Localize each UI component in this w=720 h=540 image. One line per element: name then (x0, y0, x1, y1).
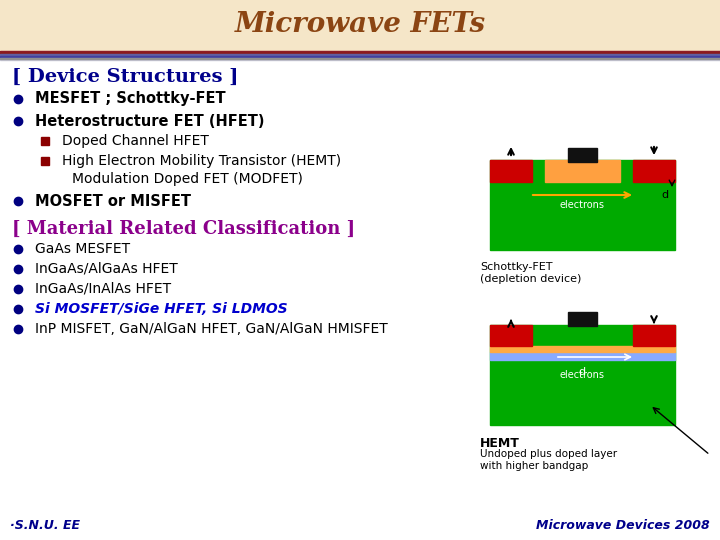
Text: Doped Channel HFET: Doped Channel HFET (62, 134, 209, 148)
Text: Si MOSFET/SiGe HFET, Si LDMOS: Si MOSFET/SiGe HFET, Si LDMOS (35, 302, 287, 316)
Text: d: d (578, 367, 585, 377)
Bar (41, 157, 49, 165)
Bar (633, 160, 675, 182)
Text: MOSFET or MISFET: MOSFET or MISFET (35, 193, 191, 208)
Bar (490, 160, 675, 250)
Text: Schottky-FET
(depletion device): Schottky-FET (depletion device) (480, 262, 581, 284)
Text: GaAs MESFET: GaAs MESFET (35, 242, 130, 256)
Bar (490, 325, 532, 346)
Bar (568, 312, 597, 326)
Text: electrons: electrons (559, 370, 605, 380)
Bar (0, 54, 720, 55)
Bar (0, 51, 720, 52)
Text: Heterostructure FET (HFET): Heterostructure FET (HFET) (35, 113, 264, 129)
Text: Undoped plus doped layer
with higher bandgap: Undoped plus doped layer with higher ban… (480, 449, 617, 470)
Text: InGaAs/AlGaAs HFET: InGaAs/AlGaAs HFET (35, 262, 178, 276)
Text: d: d (661, 190, 668, 200)
Text: electrons: electrons (559, 200, 605, 210)
Bar (633, 325, 675, 346)
Bar (568, 148, 597, 162)
Bar (41, 137, 49, 145)
Bar (490, 352, 675, 360)
Bar (0, 51, 720, 53)
Text: [ Device Structures ]: [ Device Structures ] (12, 68, 238, 86)
Text: InGaAs/InAlAs HFET: InGaAs/InAlAs HFET (35, 282, 171, 296)
Bar (0, 52, 720, 53)
Bar (0, 55, 720, 56)
Text: ·S.N.U. EE: ·S.N.U. EE (10, 519, 80, 532)
Text: Microwave FETs: Microwave FETs (235, 11, 485, 38)
Bar (490, 325, 675, 425)
Text: Modulation Doped FET (MODFET): Modulation Doped FET (MODFET) (72, 172, 303, 186)
Bar (490, 346, 675, 352)
Bar (0, 56, 720, 57)
Text: MESFET ; Schottky-FET: MESFET ; Schottky-FET (35, 91, 225, 106)
Bar (0, 0, 720, 50)
Bar (0, 56, 720, 57)
Text: InP MISFET, GaN/AlGaN HFET, GaN/AlGaN HMISFET: InP MISFET, GaN/AlGaN HFET, GaN/AlGaN HM… (35, 322, 388, 336)
Text: High Electron Mobility Transistor (HEMT): High Electron Mobility Transistor (HEMT) (62, 154, 341, 168)
Bar (0, 52, 720, 60)
Bar (0, 58, 720, 59)
Text: [ Material Related Classification ]: [ Material Related Classification ] (12, 220, 355, 238)
Bar (490, 160, 532, 182)
Text: HEMT: HEMT (480, 437, 520, 450)
Text: Microwave Devices 2008: Microwave Devices 2008 (536, 519, 710, 532)
Bar (0, 53, 720, 55)
Bar (545, 160, 620, 182)
